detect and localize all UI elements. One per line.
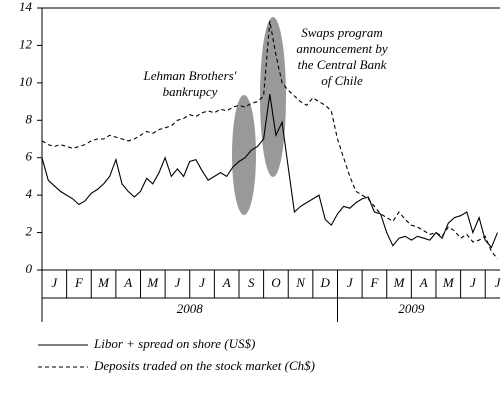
series-line: [41, 94, 499, 249]
x-tick-label: A: [222, 275, 231, 290]
y-tick-label: 8: [26, 111, 33, 126]
x-tick-label: J: [495, 275, 502, 290]
y-tick-label: 12: [19, 36, 33, 51]
annotation: of Chile: [321, 73, 363, 88]
x-tick-label: N: [295, 275, 306, 290]
x-tick-label: J: [199, 275, 206, 290]
x-tick-label: J: [347, 275, 354, 290]
x-tick-label: J: [175, 275, 182, 290]
x-tick-label: D: [319, 275, 330, 290]
x-tick-label: F: [369, 275, 379, 290]
x-tick-label: M: [393, 275, 406, 290]
y-tick-label: 14: [19, 0, 33, 14]
x-tick-label: J: [470, 275, 477, 290]
lehman-highlight: [232, 95, 256, 215]
x-tick-label: F: [74, 275, 84, 290]
annotation: bankrupcy: [163, 84, 218, 99]
x-tick-label: M: [97, 275, 110, 290]
y-tick-label: 4: [26, 186, 33, 201]
x-tick-label: A: [419, 275, 428, 290]
annotation: Lehman Brothers': [143, 68, 237, 83]
year-label: 2009: [398, 301, 425, 316]
x-tick-label: M: [146, 275, 159, 290]
year-label: 2008: [177, 301, 204, 316]
legend-label: Deposits traded on the stock market (Ch$…: [93, 358, 315, 373]
x-tick-label: J: [51, 275, 58, 290]
y-tick-label: 6: [26, 149, 33, 164]
legend-label: Libor + spread on shore (US$): [93, 336, 255, 351]
annotation: the Central Bank: [298, 57, 387, 72]
x-tick-label: A: [123, 275, 132, 290]
y-tick-label: 2: [26, 224, 33, 239]
x-tick-label: O: [271, 275, 281, 290]
x-tick-label: S: [248, 275, 255, 290]
annotation: announcement by: [296, 41, 388, 56]
series-line: [41, 21, 498, 260]
y-tick-label: 10: [19, 74, 33, 89]
x-tick-label: M: [442, 275, 455, 290]
annotation: Swaps program: [301, 25, 383, 40]
y-tick-label: 0: [26, 261, 33, 276]
